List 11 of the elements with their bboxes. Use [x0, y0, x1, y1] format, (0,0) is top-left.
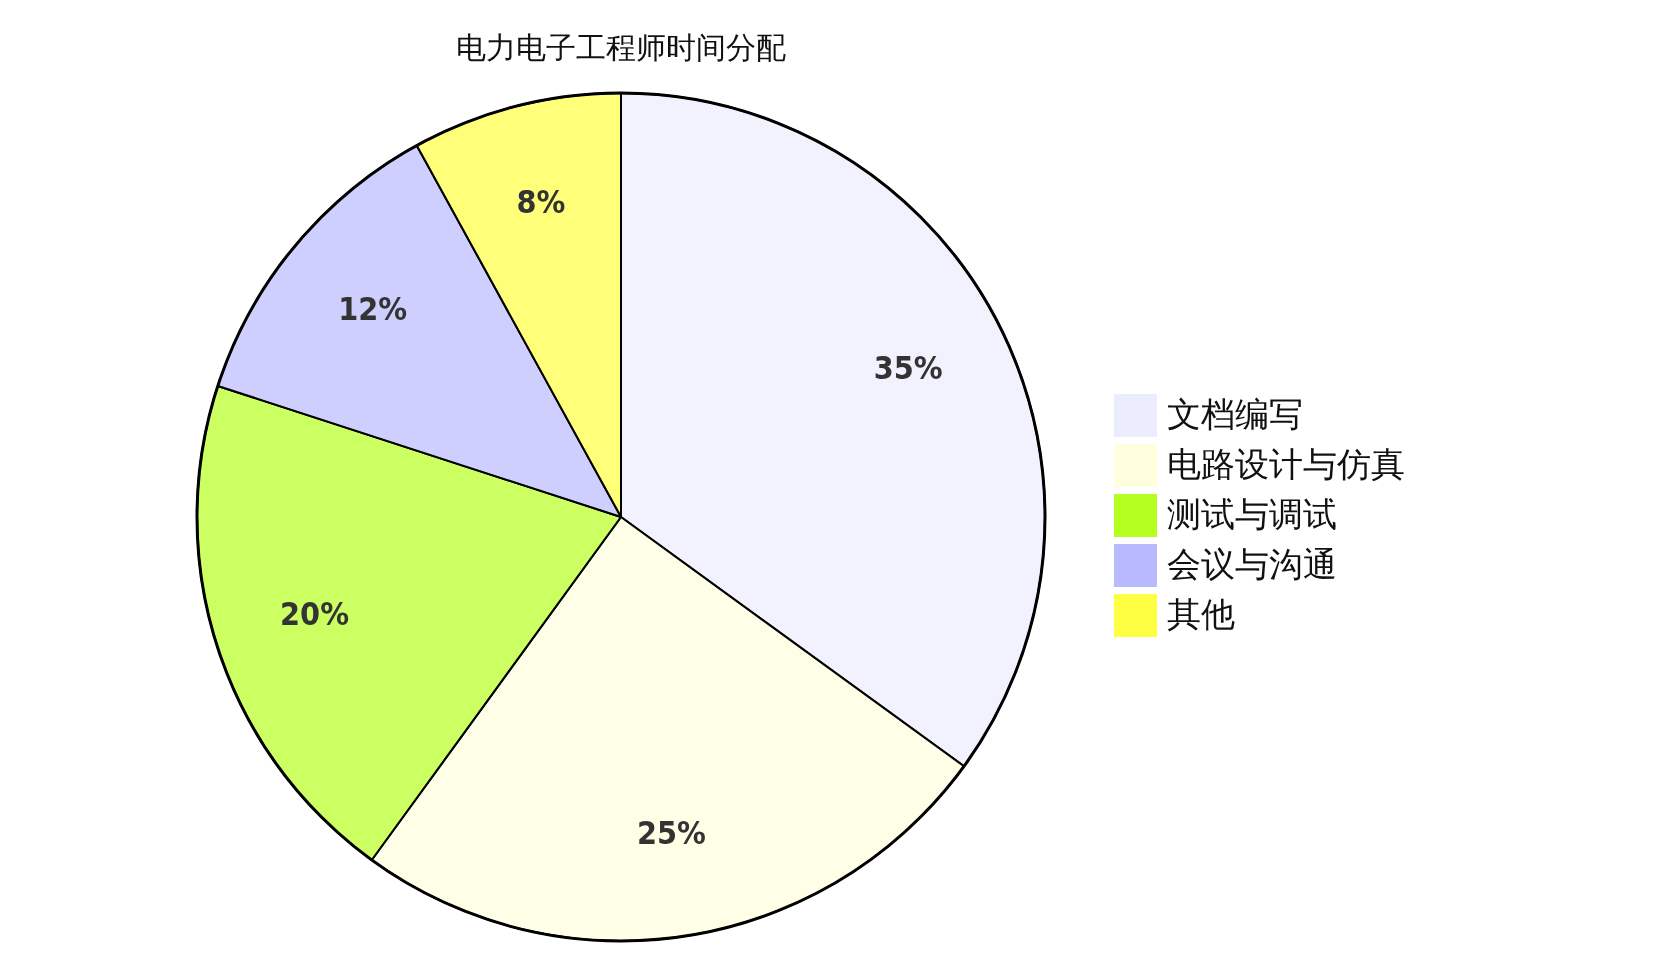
data-label: 12% [338, 289, 408, 328]
data-label: 8% [516, 183, 566, 222]
legend-label: 电路设计与仿真 [1167, 443, 1405, 486]
legend-label: 会议与沟通 [1167, 543, 1337, 586]
data-label: 25% [636, 813, 706, 852]
data-label: 20% [280, 594, 349, 633]
data-label: 35% [873, 349, 943, 388]
legend-label: 其他 [1167, 593, 1235, 636]
chart-title: 电力电子工程师时间分配 [456, 29, 786, 65]
legend-label: 测试与调试 [1167, 493, 1337, 536]
legend-label: 文档编写 [1167, 393, 1303, 436]
